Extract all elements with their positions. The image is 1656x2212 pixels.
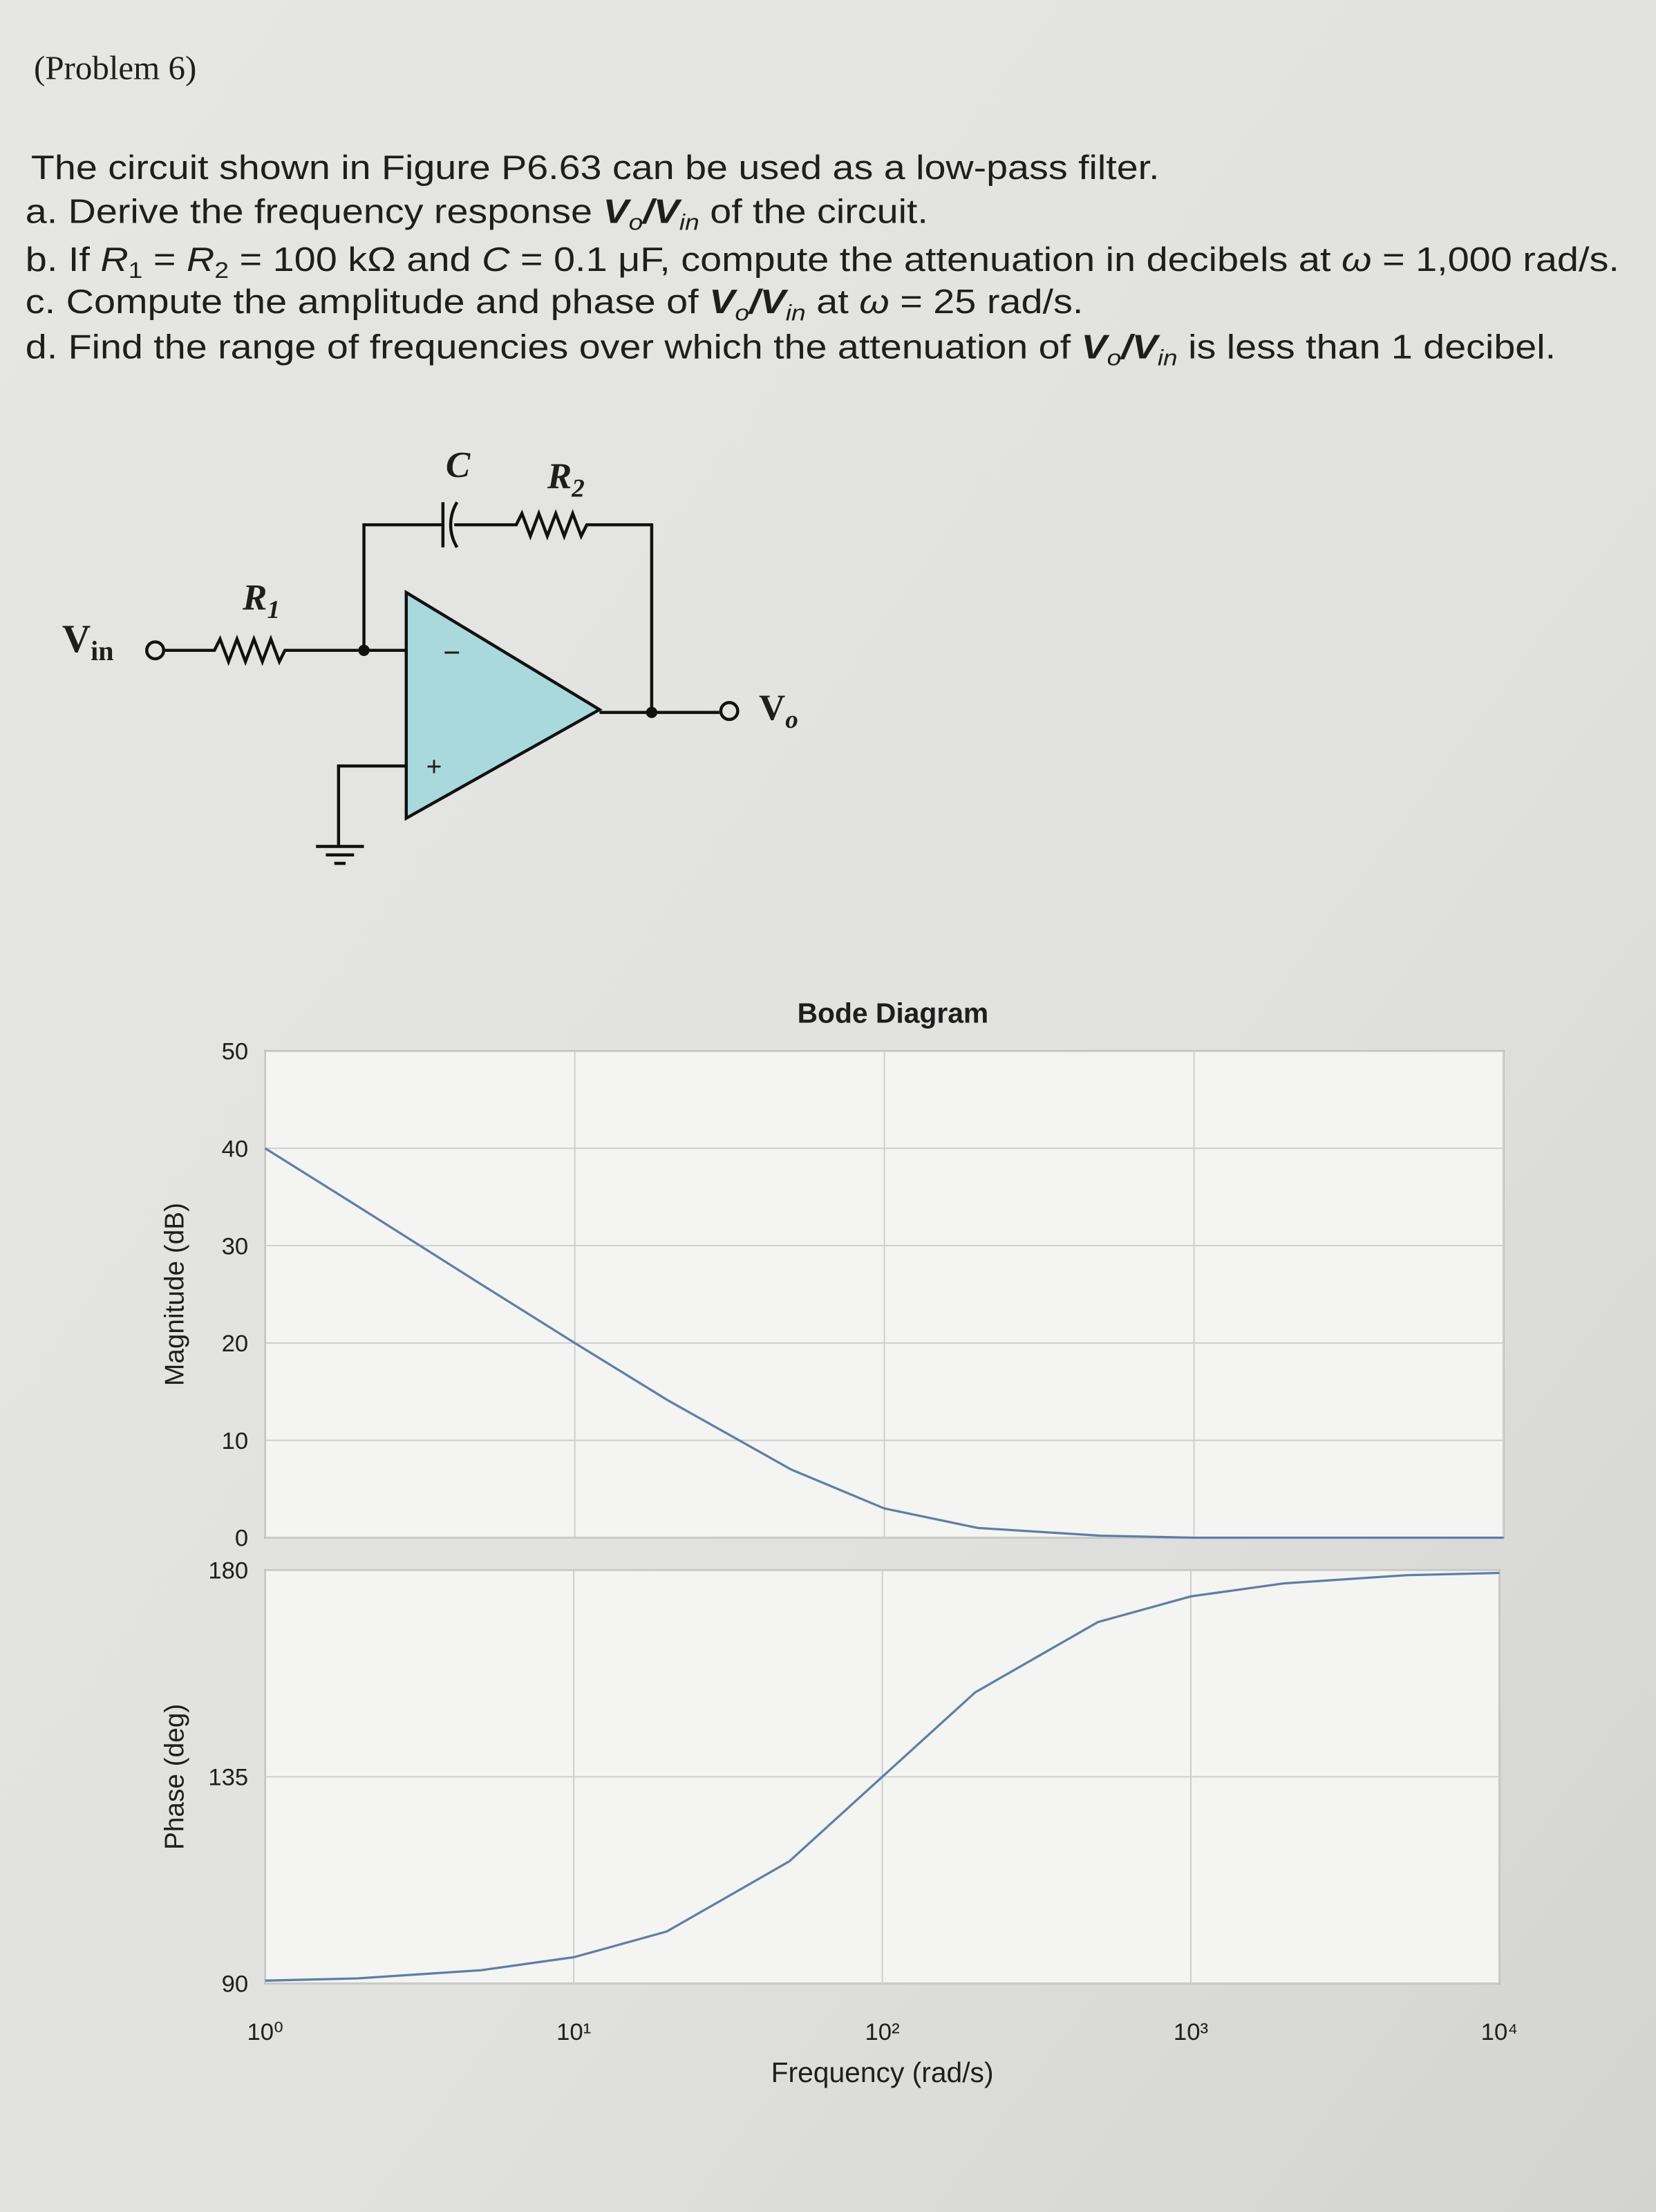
- y-tick-label: 10: [222, 1428, 249, 1454]
- x-tick-label: 10¹: [556, 2019, 591, 2045]
- y-axis-label: Magnitude (dB): [160, 1203, 189, 1386]
- text-segment: =: [142, 241, 187, 279]
- x-tick-label: 10⁰: [247, 2019, 283, 2045]
- feedback-branch: [362, 501, 654, 713]
- text-segment: ω: [1342, 241, 1371, 279]
- y-tick-label: 20: [222, 1331, 249, 1357]
- text-segment: b. If: [26, 241, 101, 279]
- chart-title: Bode Diagram: [798, 997, 989, 1029]
- y-tick-label: 30: [222, 1233, 249, 1259]
- text-segment: V: [1082, 328, 1111, 366]
- ground: [316, 764, 406, 865]
- rich-text: Vo: [759, 688, 798, 734]
- problem-intro: The circuit shown in Figure P6.63 can be…: [31, 149, 1160, 187]
- text-segment: /V: [1120, 328, 1161, 366]
- text-segment: c. Compute the amplitude and phase of: [26, 283, 709, 321]
- rich-text: R1: [242, 578, 280, 624]
- text-segment: o: [629, 209, 643, 235]
- capacitor-label: C: [446, 445, 471, 485]
- text-segment: R: [187, 241, 214, 279]
- text-segment: R: [100, 241, 128, 279]
- text-segment: o: [735, 299, 749, 325]
- text-segment: is less than 1 decibel.: [1178, 328, 1556, 366]
- series-line: [265, 1571, 1500, 1982]
- text-segment: C: [482, 241, 510, 279]
- series-line: [264, 1147, 1504, 1539]
- text-segment: a. Derive the frequency response: [26, 193, 603, 230]
- text-segment: V: [603, 193, 632, 230]
- text-segment: /V: [748, 283, 789, 321]
- text-segment: V: [709, 283, 738, 321]
- x-tick-label: 10²: [865, 2019, 900, 2045]
- text-segment: = 25 rad/s.: [890, 283, 1084, 321]
- text-segment: 1: [129, 257, 143, 283]
- text-segment: in: [679, 209, 699, 235]
- text-segment: V: [759, 688, 785, 728]
- text-segment: ω: [859, 283, 889, 321]
- text-segment: of the circuit.: [699, 193, 928, 230]
- text-segment: = 1,000 rad/s.: [1371, 241, 1619, 279]
- inverting-sign: −: [443, 635, 461, 670]
- text-segment: o: [785, 706, 798, 734]
- text-segment: at: [806, 283, 860, 321]
- y-tick-label: 180: [208, 1558, 248, 1584]
- input-resistor: [163, 635, 409, 666]
- y-tick-label: 50: [222, 1039, 249, 1065]
- op-amp: [404, 590, 603, 821]
- text-segment: = 0.1 μF, compute the attenuation in dec…: [509, 241, 1342, 279]
- y-tick-label: 135: [208, 1765, 248, 1791]
- text-segment: 2: [571, 474, 585, 503]
- text-segment: /V: [641, 193, 683, 230]
- node: [646, 706, 658, 718]
- text-segment: R: [242, 578, 267, 618]
- text-segment: in: [1158, 345, 1178, 371]
- problem-label: (Problem 6): [34, 48, 196, 86]
- text-segment: 1: [267, 596, 280, 624]
- output-terminal: [719, 701, 740, 722]
- noninverting-sign: +: [426, 751, 442, 782]
- x-tick-label: 10⁴: [1481, 2019, 1518, 2045]
- text-segment: 2: [214, 257, 229, 283]
- text-segment: d. Find the range of frequencies over wh…: [26, 328, 1082, 366]
- y-axis-label: Phase (deg): [160, 1704, 189, 1850]
- text-segment: V: [62, 617, 91, 661]
- text-segment: = 100 kΩ and: [229, 241, 482, 279]
- text-segment: o: [1107, 345, 1122, 371]
- text-segment: in: [786, 299, 806, 325]
- text-segment: R: [547, 456, 572, 496]
- x-axis-label: Frequency (rad/s): [771, 2056, 994, 2088]
- x-tick-label: 10³: [1174, 2019, 1208, 2045]
- y-tick-label: 90: [222, 1971, 249, 1998]
- y-tick-label: 40: [222, 1136, 249, 1162]
- rich-text: R2: [547, 456, 585, 503]
- y-tick-label: 0: [235, 1526, 248, 1552]
- rich-text: d. Find the range of frequencies over wh…: [26, 328, 1556, 370]
- text-segment: in: [91, 635, 113, 666]
- rich-text: Vin: [62, 617, 114, 666]
